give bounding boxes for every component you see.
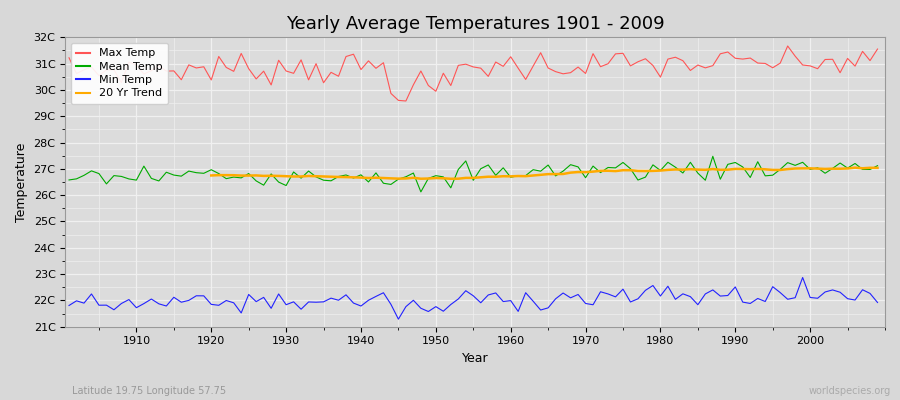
Legend: Max Temp, Mean Temp, Min Temp, 20 Yr Trend: Max Temp, Mean Temp, Min Temp, 20 Yr Tre… — [71, 43, 167, 104]
Title: Yearly Average Temperatures 1901 - 2009: Yearly Average Temperatures 1901 - 2009 — [286, 15, 664, 33]
Y-axis label: Temperature: Temperature — [15, 142, 28, 222]
Text: worldspecies.org: worldspecies.org — [809, 386, 891, 396]
Text: Latitude 19.75 Longitude 57.75: Latitude 19.75 Longitude 57.75 — [72, 386, 226, 396]
X-axis label: Year: Year — [462, 352, 489, 365]
